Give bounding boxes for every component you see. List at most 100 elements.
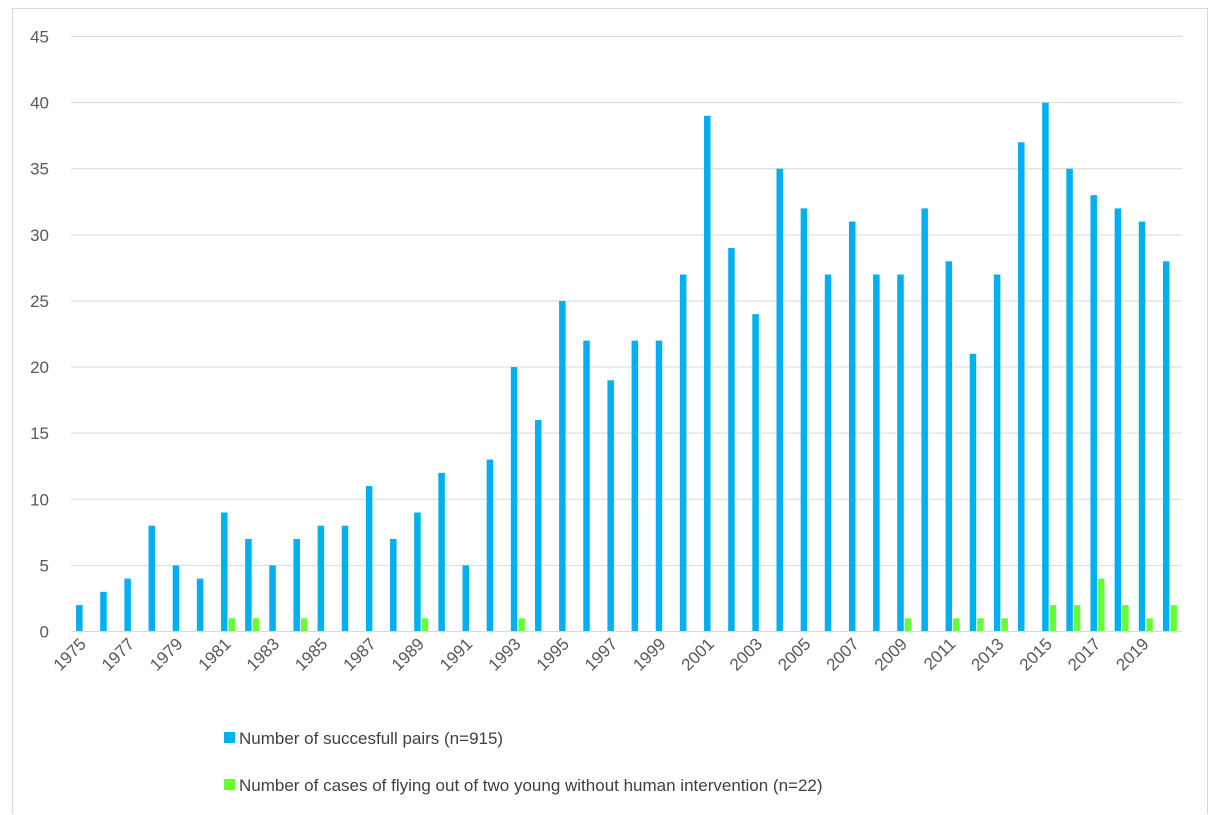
bar-2-2019 bbox=[1146, 618, 1153, 632]
x-tick-label: 2011 bbox=[920, 634, 959, 673]
legend-swatch bbox=[224, 732, 235, 743]
x-tick-label: 2003 bbox=[726, 634, 766, 674]
x-tick-label: 1983 bbox=[243, 634, 283, 674]
bar-1-1985 bbox=[317, 525, 325, 632]
x-tick-label: 2017 bbox=[1064, 634, 1104, 674]
y-tick-label: 30 bbox=[30, 226, 49, 245]
bar-2-2016 bbox=[1073, 605, 1081, 632]
bar-2-2009 bbox=[904, 618, 912, 632]
x-axis-ticks: 1975 1977 1979 1981 1983 1985 1987 1989 1991 1993… bbox=[50, 634, 1153, 674]
bar-1-1995 bbox=[559, 300, 566, 632]
bar-1-2017 bbox=[1090, 195, 1097, 632]
bar-1-1993 bbox=[510, 367, 518, 632]
x-tick-label: 2013 bbox=[968, 634, 1008, 674]
bar-2-2017 bbox=[1097, 578, 1105, 632]
bar-1-1983 bbox=[269, 565, 276, 632]
bar-1-1981 bbox=[220, 512, 228, 632]
bar-1-2003 bbox=[752, 314, 759, 632]
bar-2-2015 bbox=[1049, 605, 1057, 632]
bar-1-2007 bbox=[848, 221, 856, 632]
legend-item-2: Number of cases of flying out of two you… bbox=[224, 776, 823, 795]
bar-1-1990 bbox=[438, 472, 445, 632]
bar-1-2005 bbox=[800, 208, 808, 632]
y-tick-label: 15 bbox=[30, 424, 49, 443]
bar-1-2020 bbox=[1162, 261, 1170, 632]
x-tick-label: 2009 bbox=[871, 634, 911, 674]
series-1-bars bbox=[76, 102, 1170, 632]
x-tick-label: 2001 bbox=[678, 634, 718, 674]
bar-1-2001 bbox=[704, 115, 711, 632]
bar-1-1979 bbox=[172, 565, 180, 632]
x-tick-label: 1975 bbox=[50, 634, 90, 674]
bar-2-1989 bbox=[421, 618, 429, 632]
bar-1-2016 bbox=[1066, 168, 1073, 632]
bar-1-2019 bbox=[1138, 221, 1146, 632]
bar-1-2013 bbox=[993, 274, 1001, 632]
bar-1-2006 bbox=[824, 274, 832, 632]
x-tick-label: 1997 bbox=[581, 634, 621, 674]
x-tick-label: 1979 bbox=[146, 634, 186, 674]
bar-1-2011 bbox=[945, 261, 953, 632]
x-tick-label: 1989 bbox=[388, 634, 428, 674]
legend: Number of succesfull pairs (n=915) Number… bbox=[224, 729, 823, 795]
bar-1-1975 bbox=[76, 605, 83, 632]
y-tick-label: 40 bbox=[30, 94, 49, 113]
x-tick-label: 1993 bbox=[484, 634, 524, 674]
x-tick-label: 1977 bbox=[98, 634, 138, 674]
y-tick-label: 20 bbox=[30, 358, 49, 377]
bar-1-1997 bbox=[607, 380, 614, 632]
x-tick-label: 1987 bbox=[340, 634, 380, 674]
bar-1-1980 bbox=[196, 578, 204, 632]
y-tick-label: 45 bbox=[30, 28, 49, 47]
bar-1-1992 bbox=[486, 459, 494, 632]
gridlines bbox=[71, 36, 1182, 566]
bar-2-1984 bbox=[300, 618, 308, 632]
x-tick-label: 2015 bbox=[1016, 634, 1056, 674]
x-tick-label: 1999 bbox=[629, 634, 669, 674]
bar-1-2012 bbox=[969, 353, 977, 632]
legend-swatch bbox=[224, 779, 235, 790]
bar-1-1978 bbox=[148, 525, 156, 632]
legend-label: Number of succesfull pairs (n=915) bbox=[239, 729, 503, 748]
bar-2-2011 bbox=[953, 618, 960, 632]
y-axis-ticks: 0 5 10 15 20 25 30 35 40 45 bbox=[30, 28, 49, 642]
bar-1-2004 bbox=[776, 168, 783, 632]
x-tick-label: 1995 bbox=[533, 634, 573, 674]
bar-2-2012 bbox=[977, 618, 984, 632]
bar-1-1994 bbox=[534, 419, 542, 632]
bar-2-1981 bbox=[228, 618, 235, 632]
x-tick-label: 1985 bbox=[291, 634, 331, 674]
bar-2-2013 bbox=[1001, 618, 1008, 632]
bar-1-2009 bbox=[897, 274, 904, 632]
bar-1-2008 bbox=[873, 274, 880, 632]
bar-1-1984 bbox=[293, 538, 300, 632]
bar-1-1987 bbox=[365, 486, 373, 632]
bar-1-1989 bbox=[414, 512, 421, 632]
bar-1-1986 bbox=[341, 525, 349, 632]
bar-1-1999 bbox=[655, 340, 663, 632]
bar-2-1993 bbox=[518, 618, 525, 632]
bars bbox=[76, 102, 1177, 632]
bar-1-1991 bbox=[462, 565, 470, 632]
bar-1-1977 bbox=[124, 578, 131, 632]
bar-2-2020 bbox=[1170, 605, 1177, 632]
bar-2-1982 bbox=[252, 618, 260, 632]
x-tick-label: 2019 bbox=[1112, 634, 1152, 674]
bar-1-2014 bbox=[1018, 142, 1025, 632]
y-tick-label: 10 bbox=[30, 490, 49, 509]
y-tick-label: 35 bbox=[30, 160, 49, 179]
legend-label: Number of cases of flying out of two you… bbox=[239, 776, 823, 795]
x-tick-label: 2007 bbox=[823, 634, 863, 674]
bar-1-2010 bbox=[921, 208, 928, 632]
bar-1-1996 bbox=[583, 340, 590, 632]
y-tick-label: 5 bbox=[40, 556, 49, 575]
series-2-bars bbox=[228, 578, 1177, 632]
x-tick-label: 1981 bbox=[195, 634, 235, 674]
bar-1-2018 bbox=[1114, 208, 1122, 632]
bar-1-1988 bbox=[390, 538, 397, 632]
x-tick-label: 1991 bbox=[436, 634, 476, 674]
y-tick-label: 0 bbox=[40, 623, 49, 642]
bar-1-1998 bbox=[631, 340, 639, 632]
bar-1-1982 bbox=[245, 538, 252, 632]
